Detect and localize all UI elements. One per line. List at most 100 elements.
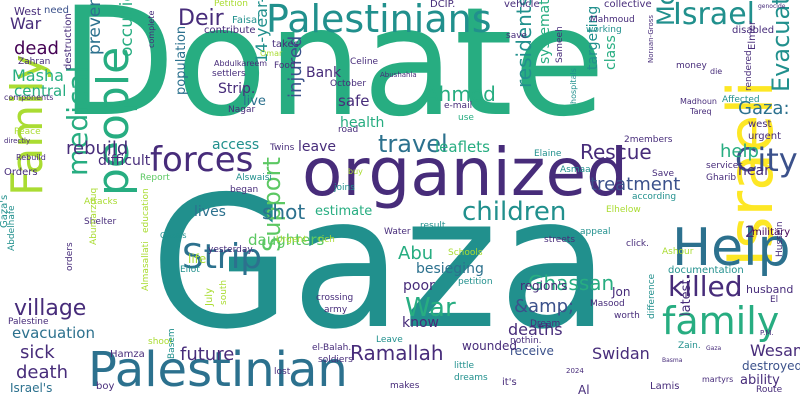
word-israel: Israel [673, 0, 755, 32]
word-contribute: contribute [204, 25, 256, 36]
word-travel: travel [378, 130, 448, 158]
word-husband: husband [746, 283, 794, 296]
word-preventing: preventing [85, 0, 105, 55]
word-abdulkareem: Abdulkareem [214, 59, 268, 68]
word-treatment: treatment [590, 174, 681, 195]
word-mahmoud: Mahmoud [590, 15, 635, 25]
word-die: die [710, 67, 723, 76]
word-family: family [662, 299, 780, 343]
word-result: result [420, 221, 446, 231]
word-el-balah: el-Balah. [312, 343, 352, 353]
word-bank: Bank [306, 65, 342, 81]
word-asmaa: Asmaa [560, 165, 591, 175]
word-masha: Masha [12, 66, 64, 85]
word-daughters: daughters [248, 231, 325, 249]
word-2024: 2024 [566, 367, 584, 375]
word-celine: Celine [350, 57, 379, 67]
word-dream: Dream [530, 319, 561, 329]
word-army: army [324, 305, 348, 315]
word-safe: safe [338, 92, 370, 110]
word-route: Route [756, 385, 783, 395]
word-killed: killed [668, 270, 743, 303]
word-amp: &amp; [514, 296, 575, 317]
word-began: began [230, 185, 259, 195]
word-near: near [738, 163, 770, 179]
word-hospitals: hospitals [569, 68, 578, 104]
word-petition-top: Petition [214, 0, 248, 9]
word-genocide: genocide [758, 3, 786, 10]
word-peace: Peace [14, 127, 41, 137]
word-sameeh: Sameeh [555, 26, 565, 63]
word-october: October [330, 79, 367, 89]
word-dcip: DCIP. [430, 0, 456, 10]
word-mohammed: Mohammed [652, 0, 680, 26]
word-affected: Affected [722, 95, 760, 105]
word-soldiers: soldiers [318, 355, 353, 365]
word-gaza-colon: Gaza: [738, 98, 790, 119]
word-palestine: Palestine [8, 317, 49, 327]
word-yesterday: yesterday. [208, 245, 255, 255]
word-access: access [212, 137, 260, 153]
word-abu: Abu [398, 243, 434, 264]
word-faisal: Faisal [232, 15, 260, 26]
word-shot: shot [262, 200, 306, 224]
word-makes: makes [390, 381, 420, 391]
word-settlers: settlers [212, 69, 246, 79]
word-life: life [188, 252, 207, 266]
word-class: class [603, 35, 619, 70]
word-water: Water [384, 227, 411, 237]
word-deaths: deaths [508, 320, 563, 339]
word-eliot: Eliot [180, 265, 200, 275]
word-south: south [219, 279, 229, 305]
word-noruan-gross: Noruan-Gross [647, 14, 655, 63]
word-education: education [141, 188, 151, 233]
word-schools: Schools [448, 248, 483, 258]
word-components: components [4, 93, 54, 102]
word-forces: forces [150, 140, 254, 180]
word-palestinian: Palestinian [88, 342, 348, 398]
word-madhoun: Madhoun [680, 97, 717, 106]
word-twins: Twins [270, 143, 295, 153]
word-zain: Zain. [678, 341, 701, 351]
word-rebuild-small: Rebuild [16, 153, 46, 162]
word-help-big: Help [672, 218, 791, 278]
word-urgent: Urgent [276, 235, 307, 245]
word-streets: streets [544, 235, 576, 245]
word-rendered: rendered [744, 50, 754, 91]
word-buy: buy [348, 167, 363, 176]
word-health: health [340, 115, 385, 131]
word-alswaisi: Alswaisi [236, 173, 272, 183]
word-vehicle: vehicle [504, 0, 540, 10]
word-working: working [586, 25, 622, 35]
word-gaza-tiny: Gaza [706, 345, 722, 352]
word-basem: Basem [167, 328, 177, 359]
word-pm: P.M. [760, 329, 774, 337]
word-appeal: appeal [580, 227, 611, 237]
word-rebuild: rebuild [66, 138, 129, 159]
word-know: know [402, 315, 439, 331]
word-save-quote: Save [652, 169, 675, 179]
word-lamis: Lamis [650, 381, 680, 392]
word-use: use [458, 113, 474, 123]
word-report: Report [140, 173, 170, 183]
word-orders: Orders [4, 167, 38, 178]
word-rescue: Rescue [580, 140, 652, 164]
word-crossing: crossing [316, 293, 354, 303]
word-help: help [720, 141, 759, 162]
word-basma: Basma [662, 357, 683, 364]
word-destruction: destruction [63, 13, 74, 70]
word-organized: organized [302, 134, 629, 211]
word-dreams: dreams [454, 373, 488, 383]
word-lost: lost [274, 367, 291, 377]
word-martyrs: martyrs [702, 375, 734, 384]
word-regions: region's [520, 279, 568, 293]
word-west-lower: west [748, 119, 772, 130]
word-people: people [88, 46, 139, 196]
word-abdelhafe: Abdelhafe [7, 205, 17, 251]
word-click: click. [626, 239, 649, 249]
word-collective: collective [604, 0, 652, 10]
word-wesam: Wesam [750, 341, 800, 360]
word-difference: difference [647, 273, 657, 319]
word-live: live [243, 94, 266, 109]
